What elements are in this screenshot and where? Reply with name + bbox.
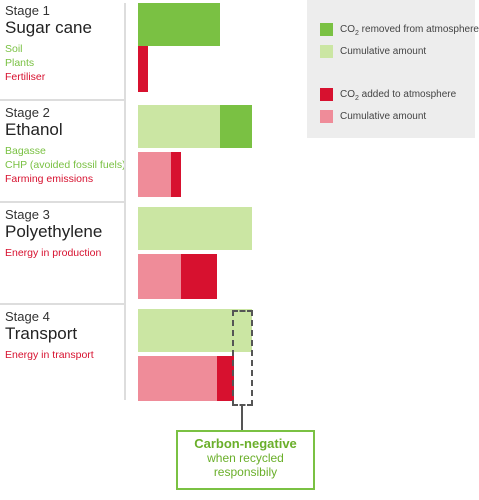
stage-name-transport: Transport <box>5 324 78 343</box>
legend-label-added: CO2 added to atmosphere <box>340 89 457 102</box>
bar-added-sugar-cane <box>138 46 148 92</box>
carbon-negative-callout: Carbon-negative when recycled responsibi… <box>176 430 315 490</box>
bar-removed-cumulative-polyethylene <box>138 207 252 250</box>
stage-name-sugar-cane: Sugar cane <box>5 18 92 37</box>
stage-name-ethanol: Ethanol <box>5 120 63 139</box>
bar-removed-cumulative-ethanol <box>138 105 220 148</box>
legend-label-removed: CO2 removed from atmosphere <box>340 24 479 37</box>
legend-swatch-added-cumulative <box>320 110 333 123</box>
legend-swatch-added <box>320 88 333 101</box>
bar-added-cumulative-ethanol <box>138 152 171 197</box>
stage-name-polyethylene: Polyethylene <box>5 222 103 241</box>
stage-separator <box>0 201 125 203</box>
stage-number-4: Stage 4 <box>5 309 50 324</box>
factor-bagasse: Bagasse <box>5 145 46 157</box>
legend-swatch-removed <box>320 23 333 36</box>
stage-separator <box>0 99 125 101</box>
bar-added-cumulative-transport <box>138 356 217 401</box>
stage-separator <box>0 303 125 305</box>
factor-farming-emissions: Farming emissions <box>5 173 94 185</box>
callout-connector <box>241 406 243 430</box>
bar-removed-sugar-cane <box>138 3 220 46</box>
stage-number-3: Stage 3 <box>5 207 50 222</box>
bar-added-cumulative-polyethylene <box>138 254 181 299</box>
legend-label-removed-cumulative: Cumulative amount <box>340 46 427 57</box>
factor-chp-avoided-fossil-fuels-: CHP (avoided fossil fuels) <box>5 159 126 171</box>
factor-energy-in-production: Energy in production <box>5 247 102 259</box>
legend-label-added-cumulative: Cumulative amount <box>340 111 427 122</box>
stage-number-2: Stage 2 <box>5 105 50 120</box>
axis-line <box>124 3 126 400</box>
callout-line-2: when recycled <box>207 451 284 465</box>
bar-added-transport <box>217 356 234 401</box>
legend: CO2 removed from atmosphere Cumulative a… <box>307 0 479 138</box>
legend-swatch-removed-cumulative <box>320 45 333 58</box>
callout-line-3: responsibily <box>213 465 278 479</box>
factor-soil: Soil <box>5 43 23 55</box>
recycling-dashed-box <box>232 310 253 406</box>
bar-removed-ethanol <box>220 105 252 148</box>
callout-title: Carbon-negative <box>194 436 297 451</box>
bar-added-ethanol <box>171 152 181 197</box>
factor-fertiliser: Fertiliser <box>5 71 46 83</box>
factor-plants: Plants <box>5 57 35 69</box>
stage-number-1: Stage 1 <box>5 3 50 18</box>
factor-energy-in-transport: Energy in transport <box>5 349 94 361</box>
bar-added-polyethylene <box>181 254 217 299</box>
